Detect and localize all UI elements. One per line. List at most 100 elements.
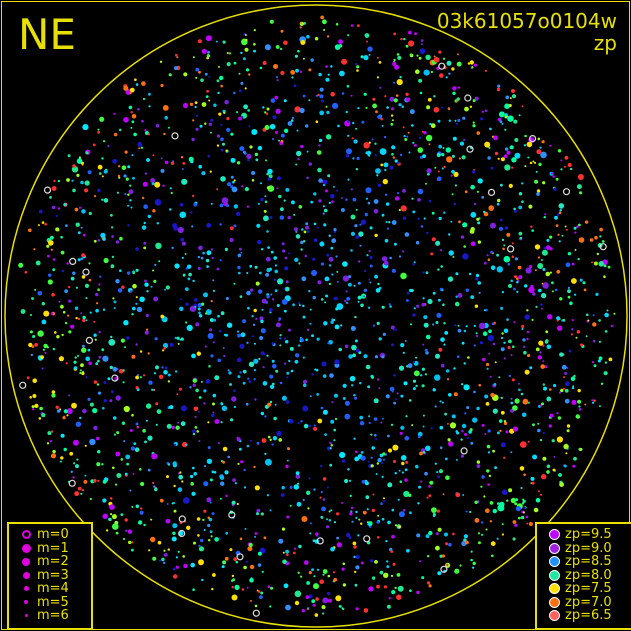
star-marker bbox=[572, 385, 575, 388]
star-marker bbox=[426, 105, 431, 110]
star-marker bbox=[346, 532, 351, 538]
star-marker bbox=[417, 502, 420, 505]
star-marker bbox=[260, 351, 265, 356]
star-marker bbox=[388, 221, 391, 224]
star-marker bbox=[465, 510, 468, 513]
star-marker bbox=[302, 315, 306, 319]
star-marker bbox=[327, 174, 331, 178]
star-marker bbox=[398, 525, 402, 529]
star-marker bbox=[207, 421, 210, 424]
star-marker bbox=[84, 180, 90, 186]
star-marker bbox=[135, 375, 140, 380]
star-marker bbox=[319, 110, 325, 116]
star-marker bbox=[256, 512, 259, 516]
star-marker bbox=[409, 109, 415, 115]
star-marker bbox=[96, 462, 101, 467]
zp-legend-label: zp=8.5 bbox=[565, 554, 612, 570]
star-marker bbox=[300, 420, 303, 423]
star-marker bbox=[415, 356, 418, 359]
star-marker bbox=[344, 299, 347, 303]
star-marker bbox=[143, 374, 146, 377]
star-marker bbox=[367, 201, 371, 205]
star-marker bbox=[365, 187, 372, 194]
star-marker bbox=[529, 161, 533, 165]
star-marker bbox=[316, 568, 320, 571]
star-marker bbox=[333, 577, 338, 582]
star-marker bbox=[537, 428, 541, 433]
star-marker bbox=[299, 21, 302, 24]
star-marker bbox=[264, 125, 270, 130]
star-marker bbox=[589, 238, 594, 242]
star-marker bbox=[391, 119, 394, 122]
star-marker bbox=[63, 447, 67, 452]
star-marker bbox=[214, 419, 220, 424]
star-marker bbox=[67, 285, 71, 289]
star-marker bbox=[407, 131, 410, 134]
star-marker bbox=[348, 536, 352, 540]
star-marker bbox=[392, 156, 396, 159]
star-marker bbox=[283, 309, 287, 313]
star-marker bbox=[321, 506, 326, 512]
star-marker bbox=[363, 55, 369, 61]
star-marker bbox=[474, 500, 478, 504]
star-marker bbox=[210, 535, 213, 538]
star-marker bbox=[183, 563, 188, 569]
star-marker bbox=[113, 433, 116, 436]
star-marker bbox=[261, 248, 264, 251]
star-marker bbox=[167, 548, 170, 551]
star-marker bbox=[289, 346, 294, 351]
star-marker bbox=[247, 306, 250, 310]
star-marker bbox=[320, 262, 324, 266]
star-marker bbox=[55, 227, 60, 232]
star-marker bbox=[380, 163, 384, 167]
star-marker bbox=[381, 461, 384, 465]
star-marker bbox=[297, 49, 300, 53]
star-marker bbox=[192, 588, 195, 591]
star-marker bbox=[564, 388, 569, 393]
star-marker bbox=[284, 286, 290, 292]
star-marker bbox=[246, 205, 250, 208]
star-marker bbox=[306, 34, 310, 39]
star-marker bbox=[427, 172, 430, 176]
star-marker bbox=[390, 114, 394, 117]
star-marker bbox=[540, 292, 547, 299]
star-marker bbox=[582, 281, 586, 285]
star-marker bbox=[368, 154, 371, 157]
star-marker bbox=[514, 257, 519, 261]
star-marker bbox=[137, 108, 140, 111]
star-marker bbox=[366, 508, 369, 511]
star-marker bbox=[29, 330, 33, 334]
star-marker bbox=[448, 250, 454, 256]
star-marker bbox=[358, 260, 361, 263]
star-marker bbox=[278, 538, 284, 544]
star-marker bbox=[376, 520, 380, 524]
star-marker bbox=[108, 517, 112, 521]
star-marker bbox=[96, 436, 100, 441]
star-marker bbox=[371, 576, 376, 580]
star-marker bbox=[133, 132, 137, 137]
star-marker bbox=[436, 312, 442, 318]
star-marker bbox=[84, 188, 89, 193]
star-marker bbox=[248, 361, 255, 367]
star-marker bbox=[251, 179, 255, 182]
star-marker bbox=[475, 332, 478, 335]
star-marker bbox=[476, 190, 479, 193]
star-marker bbox=[217, 442, 220, 445]
star-marker bbox=[472, 121, 475, 124]
star-marker bbox=[164, 366, 168, 370]
star-marker bbox=[320, 491, 323, 494]
star-marker bbox=[565, 262, 571, 268]
star-marker bbox=[163, 370, 168, 375]
star-marker bbox=[195, 76, 198, 79]
star-marker bbox=[207, 333, 214, 339]
star-marker bbox=[270, 586, 274, 590]
star-marker bbox=[404, 340, 407, 342]
star-marker bbox=[327, 574, 331, 578]
star-marker bbox=[345, 290, 348, 293]
star-marker bbox=[546, 396, 552, 402]
star-marker bbox=[283, 287, 286, 290]
star-marker bbox=[494, 151, 499, 156]
star-marker bbox=[276, 76, 279, 79]
star-marker bbox=[239, 440, 242, 443]
star-marker bbox=[138, 147, 141, 150]
